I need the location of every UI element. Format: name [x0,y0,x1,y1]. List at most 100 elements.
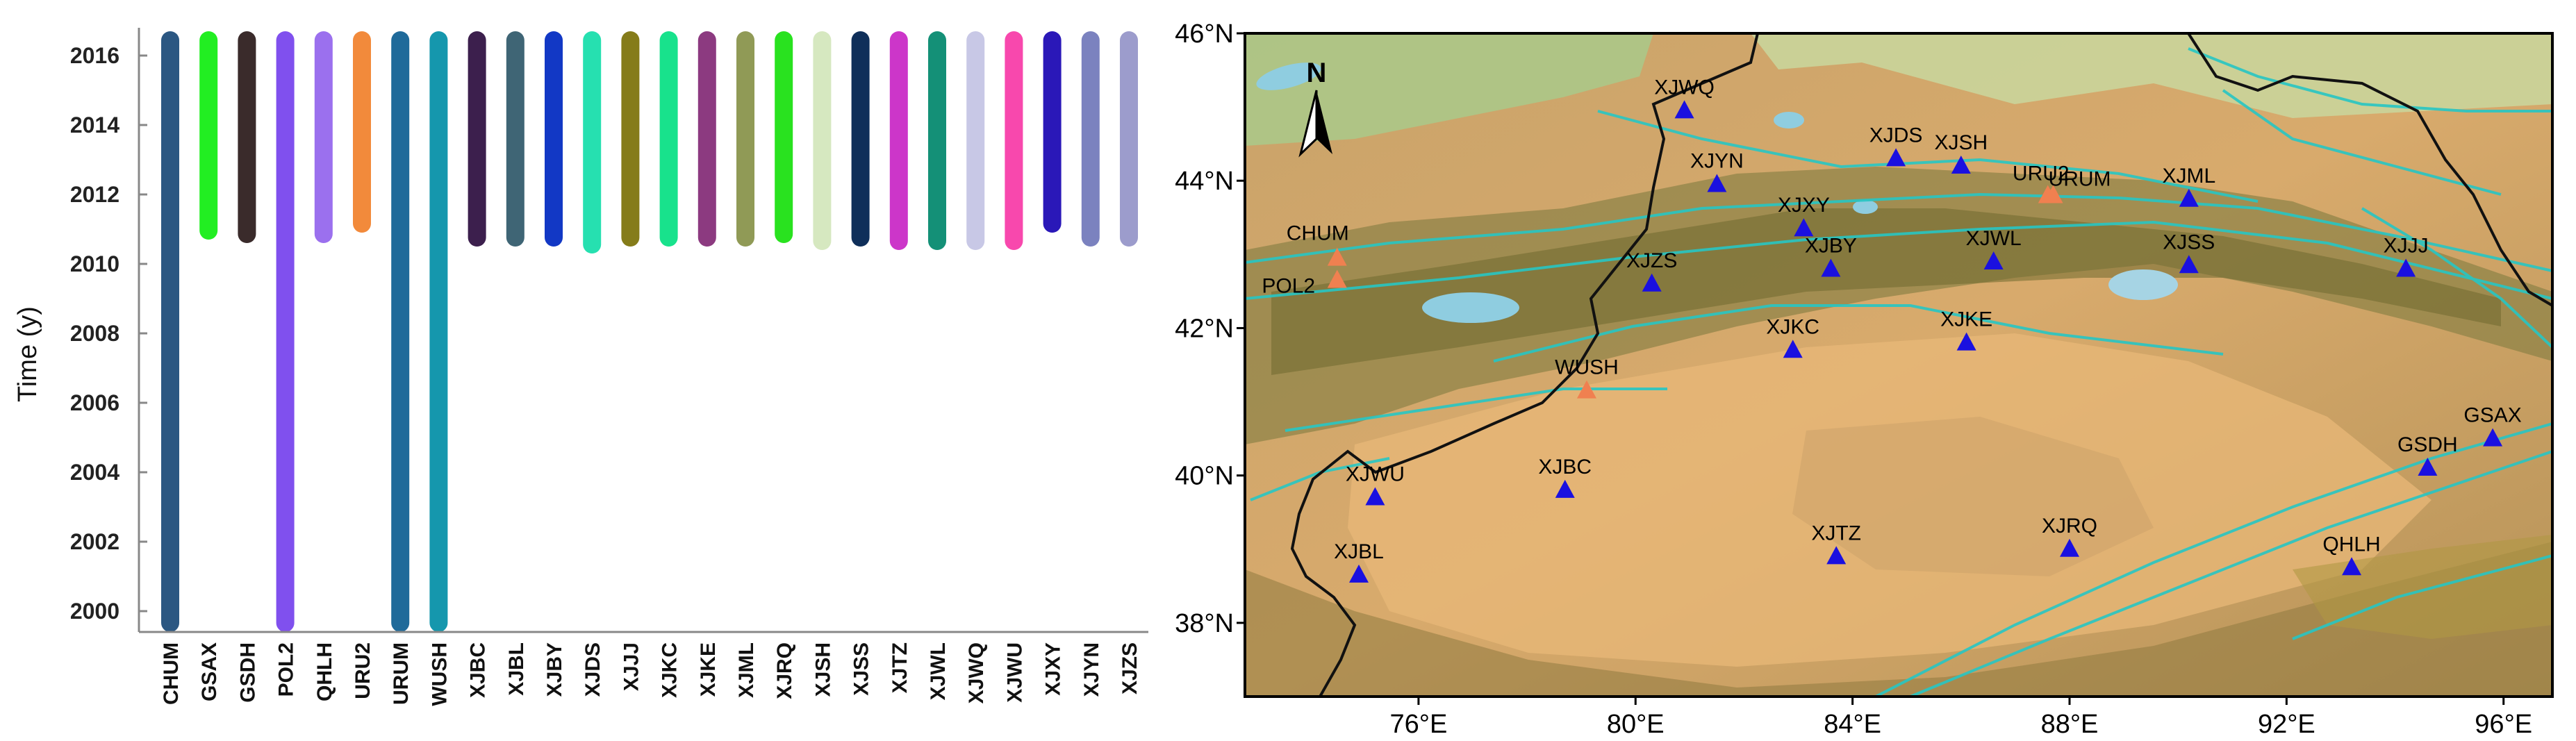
y-tick-label-2000: 2000 [70,599,119,624]
y-tick-label-2006: 2006 [70,390,119,415]
station-marker-chum [1327,247,1347,266]
lon-label-92-e: 92°E [2258,710,2315,739]
coverage-bar-xjke [697,31,716,247]
station-marker-gsax [2483,428,2503,447]
coverage-bar-xjsh [813,31,832,250]
station-label-xjwl: XJWL [1966,227,2022,250]
station-label-xjml: XJML [2162,165,2215,188]
x-tick-label-xjjj: XJJJ [620,642,643,691]
map-taklamakan-dunes [1792,417,2154,576]
coverage-bar-pol2 [276,31,295,632]
station-marker-qhlh [2342,557,2362,576]
x-tick-label-urum: URUM [390,642,413,705]
station-label-xjbc: XJBC [1538,456,1592,478]
map-longitude-labels: 76°E 80°E 84°E 88°E 92°E 96°E [1389,697,2532,739]
lat-label-44-n: 44°N [1175,167,1234,196]
station-label-xjke: XJKE [1940,308,1992,331]
timeline-bars [161,31,1138,632]
station-marker-xjwq [1674,100,1694,119]
map-fault-lines [1245,47,2552,697]
station-label-xjby: XJBY [1805,235,1857,258]
station-label-urum: URUM [2049,167,2111,190]
station-marker-xjby [1821,258,1841,277]
station-marker-xjtz [1826,546,1847,565]
lat-label-42-n: 42°N [1175,314,1234,343]
station-label-gsax: GSAX [2463,404,2521,427]
station-marker-xjjj [2396,258,2416,277]
station-marker-urum [2043,185,2063,203]
lat-label-40-n: 40°N [1175,462,1234,491]
y-tick-label-2008: 2008 [70,321,119,346]
coverage-bar-xjbl [506,31,525,247]
station-label-wush: WUSH [1555,356,1619,379]
station-marker-xjwl [1983,251,2004,269]
x-tick-label-xjwu: XJWU [1003,642,1026,703]
station-label-xjwu: XJWU [1346,463,1405,486]
station-marker-xjsh [1951,156,1971,174]
x-tick-label-xjbl: XJBL [505,642,528,696]
lon-label-84-e: 84°E [1824,710,1881,739]
lat-label-46-n: 46°N [1175,19,1234,49]
x-tick-label-xjsh: XJSH [811,642,834,697]
coverage-bar-xjby [545,31,563,247]
lon-label-96-e: 96°E [2475,710,2532,739]
station-label-uru2: URU2 [2013,162,2070,185]
map-tianshan-ridge [1271,208,2501,375]
map-northwest-plain [1245,33,1653,146]
coverage-bar-urum [391,31,410,632]
x-tick-label-pol2: POL2 [275,642,298,697]
x-tick-label-gsdh: GSDH [236,642,259,703]
coverage-bar-chum [161,31,179,632]
station-marker-gsdh [2418,458,2438,476]
lon-label-88-e: 88°E [2041,710,2099,739]
station-label-xjxy: XJXY [1778,194,1830,217]
station-marker-xjwu [1365,487,1385,506]
coverage-bar-xjbc [468,31,486,247]
x-tick-label-xjwq: XJWQ [965,642,988,703]
map-lake-bosten [2108,269,2178,300]
map-lake-sayram [1853,200,1878,214]
x-tick-label-xjrq: XJRQ [773,642,796,699]
x-tick-label-xjby: XJBY [543,642,566,697]
y-tick-label-2014: 2014 [70,113,119,138]
station-marker-wush [1576,380,1596,399]
station-label-xjzs: XJZS [1626,249,1677,272]
y-tick-label-2002: 2002 [70,529,119,554]
station-marker-pol2 [1327,269,1347,288]
station-label-xjjj: XJJJ [2384,235,2429,258]
coverage-bar-gsdh [238,31,256,243]
coverage-bar-xjkc [659,31,678,247]
coverage-bar-qhlh [314,31,333,243]
coverage-bar-gsax [199,31,218,240]
station-marker-xjbc [1555,479,1575,498]
x-tick-label-xjml: XJML [735,642,758,698]
x-tick-label-xjtz: XJTZ [889,642,911,693]
station-label-xjbl: XJBL [1334,540,1384,563]
station-marker-xjxy [1794,218,1814,237]
map-frame [1244,32,2554,698]
station-label-xjss: XJSS [2163,231,2215,253]
map-tianshan-range [1245,167,2552,444]
station-label-qhlh: QHLH [2322,533,2380,556]
station-marker-xjkc [1783,340,1803,358]
station-label-xjwq: XJWQ [1654,76,1715,99]
station-marker-xjyn [1707,174,1727,192]
north-arrow [1298,90,1332,158]
coverage-bar-xjds [583,31,602,253]
x-tick-label-xjke: XJKE [697,642,720,697]
map-dzungaria-basin [1245,33,2552,118]
station-marker-xjke [1956,332,1976,351]
x-tick-label-wush: WUSH [428,642,451,706]
x-tick-label-chum: CHUM [160,642,183,705]
x-tick-label-xjss: XJSS [850,642,873,696]
x-tick-label-qhlh: QHLH [313,642,336,701]
station-marker-xjzs [1642,273,1662,292]
station-marker-xjml [2179,188,2199,207]
x-tick-label-gsax: GSAX [198,642,221,701]
coverage-bar-xjjj [621,31,640,247]
x-tick-label-xjds: XJDS [581,642,604,697]
station-label-pol2: POL2 [1262,274,1315,297]
coverage-bar-xjxy [1043,31,1062,233]
lon-label-80-e: 80°E [1607,710,1665,739]
